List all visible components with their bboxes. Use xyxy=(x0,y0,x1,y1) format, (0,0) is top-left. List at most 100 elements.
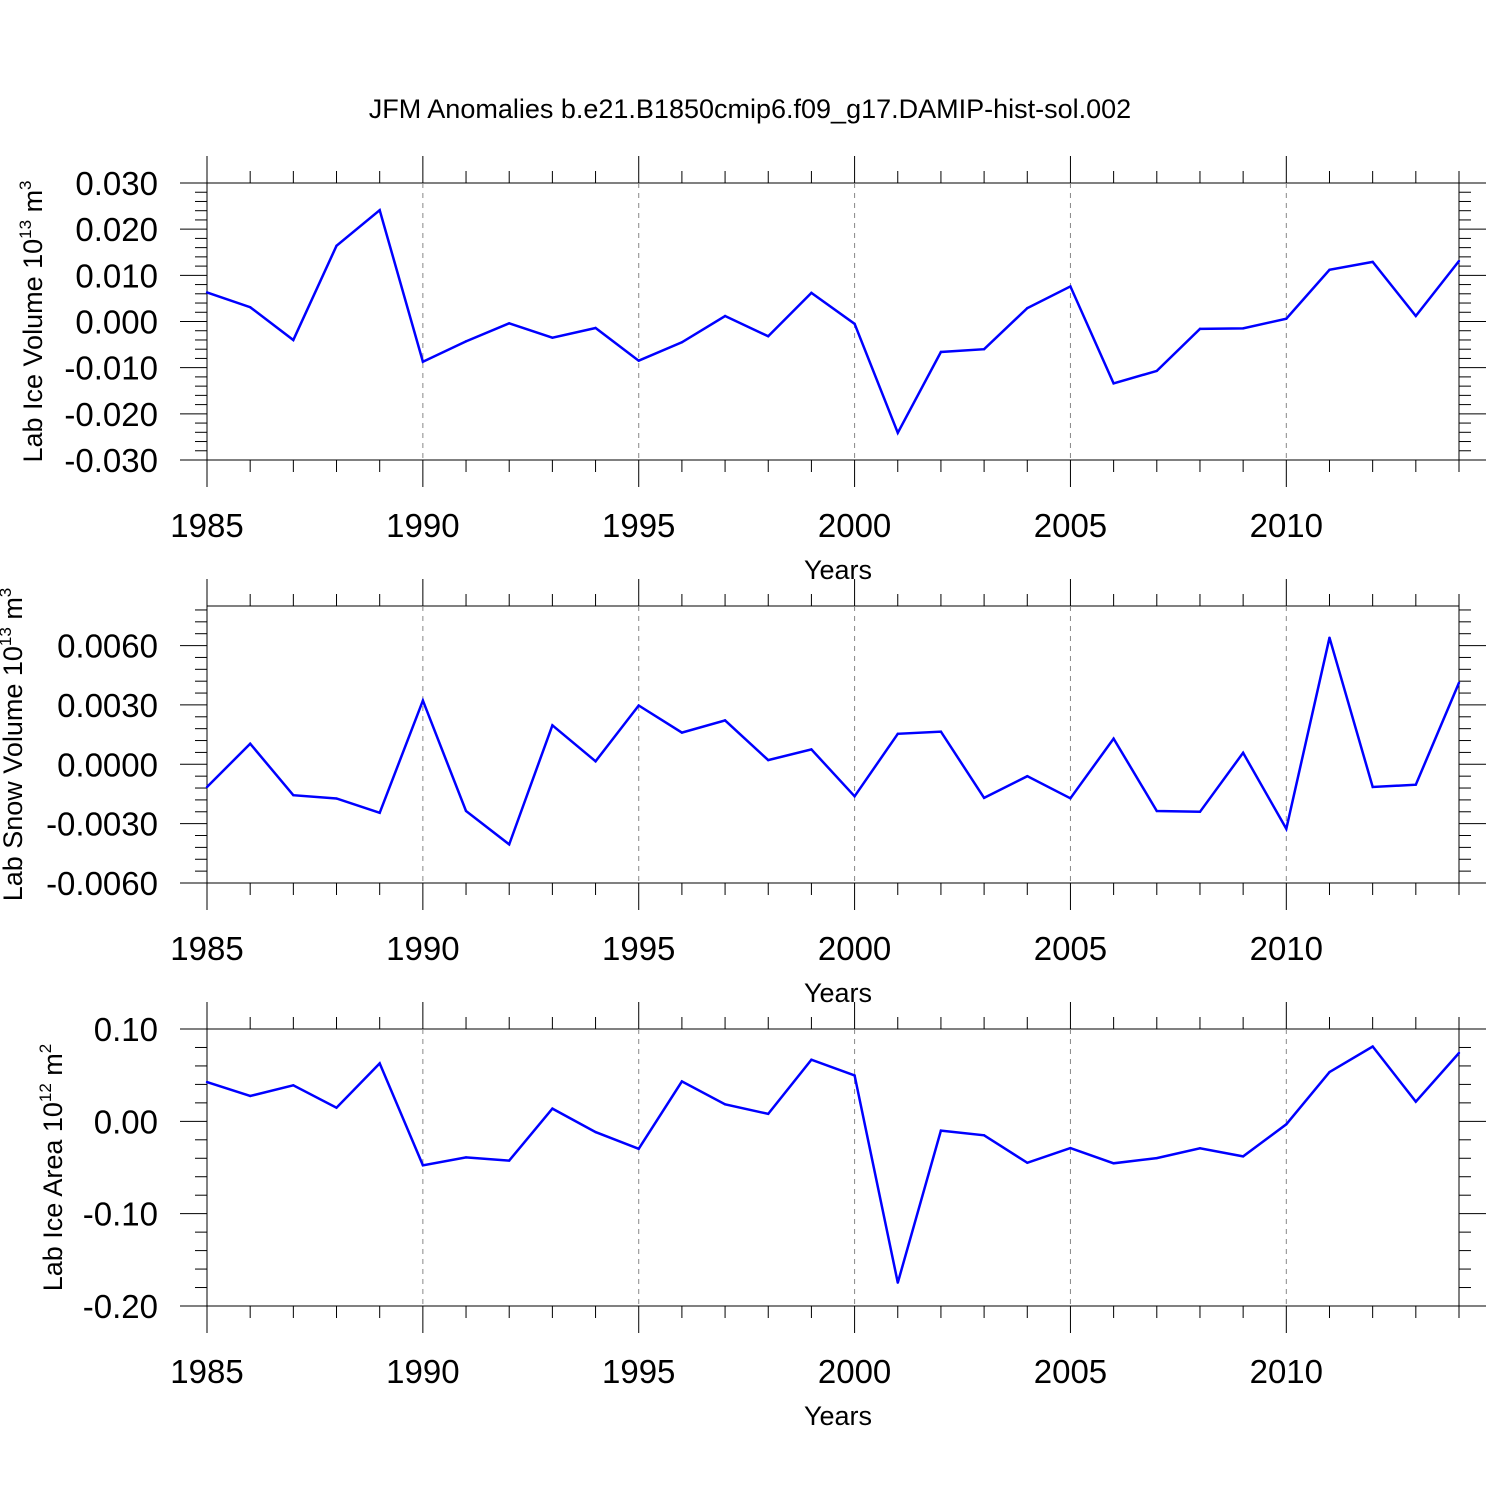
x-tick-label: 2005 xyxy=(1034,507,1107,544)
y-tick-label: 0.0030 xyxy=(57,687,158,724)
data-point xyxy=(1457,259,1461,263)
data-point xyxy=(1026,1161,1029,1164)
y-axis-label-part: m xyxy=(18,190,48,220)
data-point xyxy=(1285,317,1288,320)
data-point xyxy=(1285,1123,1288,1126)
data-point xyxy=(1414,314,1418,318)
y-tick-label: 0.020 xyxy=(75,211,158,248)
data-point xyxy=(680,731,684,734)
x-tick-label: 1990 xyxy=(386,507,459,544)
chart-panel-1: 1985 1990 1995 2000 2005 2010 Years 0.030 0.020 0… xyxy=(16,156,1486,585)
data-point xyxy=(1026,306,1029,310)
y-axis-label: Lab Snow Volume 1013 m3 xyxy=(0,588,28,902)
data-point xyxy=(421,1164,425,1167)
y-tick-label: 0.0060 xyxy=(57,628,158,665)
data-point xyxy=(1414,783,1418,786)
data-point xyxy=(292,338,295,342)
data-point xyxy=(1112,382,1115,385)
data-point xyxy=(205,291,209,294)
data-point xyxy=(982,348,986,351)
data-point xyxy=(1414,1100,1418,1103)
data-point xyxy=(1371,1045,1374,1048)
y-axis-label-part: m xyxy=(0,597,28,627)
data-point xyxy=(335,244,338,247)
chart-title: JFM Anomalies b.e21.B1850cmip6.f09_g17.D… xyxy=(369,94,1131,124)
plot-frame xyxy=(206,605,1460,884)
data-point xyxy=(1241,1155,1245,1158)
data-point xyxy=(723,719,727,722)
x-axis-label: Years xyxy=(804,978,872,1008)
chart-panel-2: 1985 1990 1995 2000 2005 2010 Years 0.0060 0.003… xyxy=(0,579,1486,1008)
data-point xyxy=(1112,737,1115,740)
data-point xyxy=(1112,1162,1115,1165)
data-point xyxy=(508,322,511,325)
y-axis-label-superscript: 3 xyxy=(16,180,35,189)
x-tick-label: 1990 xyxy=(386,930,459,967)
y-axis-label-superscript: 3 xyxy=(0,588,15,597)
data-point xyxy=(939,730,943,733)
data-point xyxy=(378,209,381,212)
data-point xyxy=(1026,774,1029,778)
y-tick-label: -0.030 xyxy=(64,442,158,479)
y-axis-label-superscript: 2 xyxy=(36,1044,55,1053)
data-point xyxy=(1241,327,1245,330)
plot-frame xyxy=(206,1028,1460,1307)
y-tick-label: -0.10 xyxy=(83,1196,158,1233)
y-tick-label: 0.000 xyxy=(75,304,158,341)
data-point xyxy=(1241,751,1245,755)
y-tick-label: 0.0000 xyxy=(57,746,158,783)
data-point xyxy=(248,742,252,745)
data-point xyxy=(1285,827,1288,830)
data-point xyxy=(551,1107,554,1110)
data-point xyxy=(810,748,813,751)
y-axis-label: Lab Ice Area 1012 m2 xyxy=(36,1044,68,1292)
y-axis-label-part: m xyxy=(38,1053,68,1083)
data-point xyxy=(637,359,640,362)
x-tick-label: 2000 xyxy=(818,1353,891,1390)
x-tick-label: 1995 xyxy=(602,930,675,967)
x-axis-label: Years xyxy=(804,1401,872,1431)
data-point xyxy=(464,340,468,343)
y-tick-label: -0.0060 xyxy=(46,865,158,902)
data-point xyxy=(1069,797,1072,800)
data-point xyxy=(551,724,554,727)
data-point xyxy=(1371,260,1374,264)
data-point xyxy=(421,360,425,363)
data-point xyxy=(680,1080,684,1083)
data-point xyxy=(1069,285,1072,288)
data-point xyxy=(378,811,381,814)
data-point xyxy=(508,1159,511,1162)
y-axis-label-superscript: 12 xyxy=(36,1083,55,1102)
y-tick-label: 0.010 xyxy=(75,257,158,294)
data-point xyxy=(248,1094,252,1098)
data-point xyxy=(982,796,986,800)
x-tick-label: 2005 xyxy=(1034,930,1107,967)
data-point xyxy=(1198,1147,1202,1150)
data-point xyxy=(335,1106,338,1109)
data-point xyxy=(464,1156,468,1159)
data-point xyxy=(680,341,684,344)
data-point xyxy=(896,732,899,736)
data-point xyxy=(594,326,597,330)
y-axis-label-part: Lab Ice Volume 10 xyxy=(18,239,48,463)
data-point xyxy=(896,1281,899,1284)
data-point xyxy=(939,1129,943,1132)
data-point xyxy=(853,322,856,326)
x-tick-label: 1995 xyxy=(602,1353,675,1390)
y-axis-label-superscript: 13 xyxy=(0,627,15,646)
data-point xyxy=(896,431,899,434)
data-point xyxy=(1457,1051,1461,1055)
data-point xyxy=(1371,785,1374,789)
data-point xyxy=(1328,268,1331,271)
y-tick-label: 0.030 xyxy=(75,165,158,202)
data-point xyxy=(378,1062,381,1065)
data-point xyxy=(1328,1070,1331,1074)
data-point xyxy=(767,1112,770,1116)
data-point xyxy=(637,704,640,707)
data-point xyxy=(1198,327,1202,331)
data-point xyxy=(464,809,468,813)
data-point xyxy=(637,1147,640,1151)
data-point xyxy=(1198,810,1202,813)
data-point xyxy=(767,335,770,338)
